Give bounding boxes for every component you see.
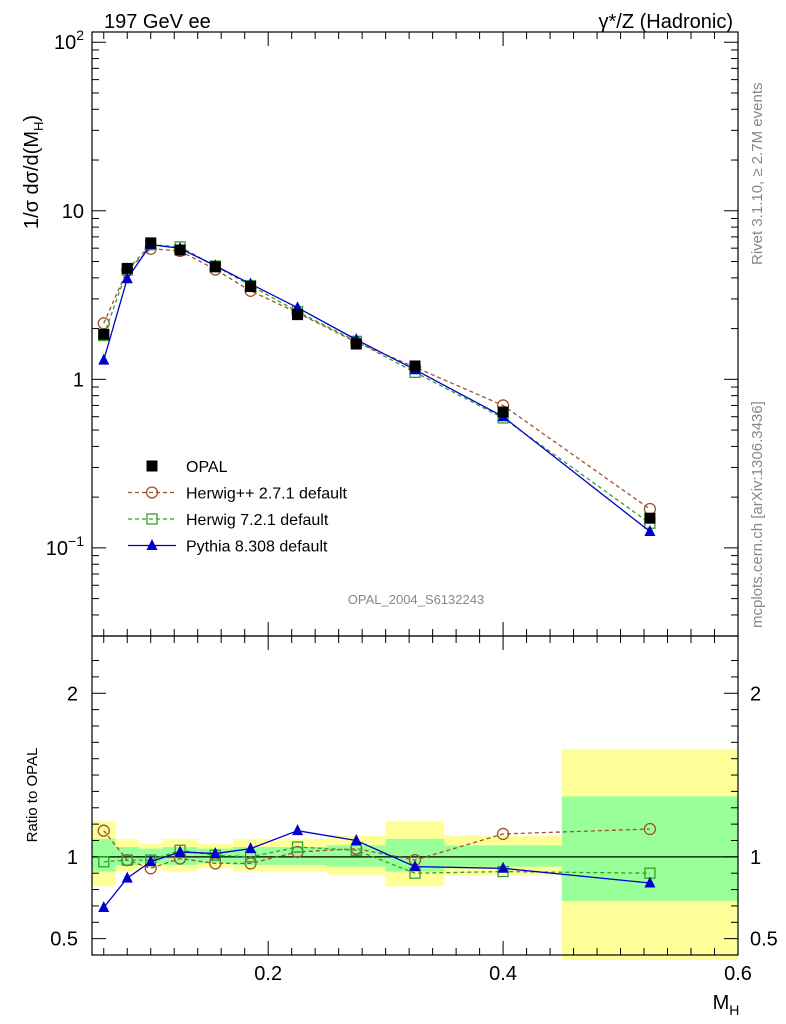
point-data [409,360,421,372]
ratio-band-inner-6 [268,847,327,866]
main-plot-panel: 10−1 1 10 102 OPAL Herwig++ 2.7.1 default Herw… [46,27,739,637]
ratio-line-herwig7 [103,846,650,874]
x-tick-label: 0.2 [254,963,282,985]
point-data [292,309,304,321]
point-data [245,281,257,293]
ratio-y-tick-label-right: 2 [750,683,761,705]
ratio-band-inner-0 [92,838,116,872]
ratio-point-pythia [245,842,257,854]
ratio-point-herwig7 [121,854,133,866]
legend-marker-herwigpp [145,486,159,499]
x-tick-label: 0.4 [489,963,517,985]
rivet-label: Rivet 3.1.10, ≥ 2.7M events [749,83,766,266]
ratio-point-pythia [350,833,362,845]
ratio-frame [91,635,739,956]
ratio-point-pythia [174,845,186,857]
ratio-point-pythia [98,901,110,913]
ratio-point-pythia [121,871,133,883]
ratio-y-tick-label: 1 [67,847,78,869]
main-y-axis-title: 1/σ dσ/d(MH) [21,115,46,229]
ratio-point-pythia [409,860,421,872]
ratio-point-herwigpp [244,857,257,870]
point-pythia [98,353,110,365]
ratio-point-herwig7 [98,856,110,868]
process-label: γ*/Z (Hadronic) [599,11,733,33]
point-herwigpp [97,317,110,330]
ratio-y-tick-label: 0.5 [50,929,78,951]
ratio-point-herwig7 [291,841,304,853]
point-data [497,406,509,418]
legend-marker-pythia [146,539,158,550]
point-pythia [644,525,656,537]
ratio-line-herwigpp [103,828,650,869]
ratio-y-tick-label-right: 1 [750,847,761,869]
ratio-band-inner-5 [232,847,269,866]
y-tick-label: 10 [62,201,84,223]
mcplots-label: mcplots.cern.ch [arXiv:1306.3436] [749,401,766,628]
legend-label-data: OPAL [186,459,228,476]
ratio-band-inner-9 [444,845,562,867]
ratio-point-herwigpp [496,827,510,841]
legend-label-pythia: Pythia 8.308 default [186,539,328,556]
point-data [98,328,110,340]
ratio-point-pythia [292,824,304,836]
ratio-point-herwigpp [97,824,110,837]
point-data [350,338,362,350]
ratio-point-herwig7 [350,844,362,856]
ratio-point-pythia [497,861,509,873]
x-axis-title: MH [713,992,740,1018]
ratio-point-pythia [145,855,157,867]
x-tick-label: 0.6 [724,963,752,985]
ratio-plot-panel: 0.2 0.4 0.6 0.5 0.5 1 1 2 2 [50,635,778,985]
y-tick-label: 102 [54,27,84,54]
series-line-herwig7 [103,243,651,524]
legend: OPAL Herwig++ 2.7.1 default Herwig 7.2.1 d… [128,459,348,556]
y-tick-label: 10−1 [46,533,84,560]
point-data [121,262,133,274]
analysis-id: OPAL_2004_S6132243 [348,592,484,607]
ratio-band-inner-7 [326,845,386,867]
point-pythia [121,272,133,284]
ratio-y-axis-title: Ratio to OPAL [24,748,41,843]
point-data [174,244,186,256]
ratio-point-herwigpp [643,822,657,836]
legend-marker-data [146,460,158,472]
point-data [644,512,656,524]
legend-label-herwigpp: Herwig++ 2.7.1 default [186,486,348,503]
ratio-point-pythia [644,876,656,888]
point-data [145,237,157,249]
legend-marker-herwig7 [146,513,158,525]
energy-label: 197 GeV ee [104,11,211,33]
y-tick-label: 1 [73,369,84,391]
legend-label-herwig7: Herwig 7.2.1 default [186,512,329,529]
ratio-y-tick-label-right: 0.5 [750,929,778,951]
ratio-y-tick-label: 2 [67,683,78,705]
ratio-point-pythia [209,847,221,859]
point-data [209,261,221,273]
